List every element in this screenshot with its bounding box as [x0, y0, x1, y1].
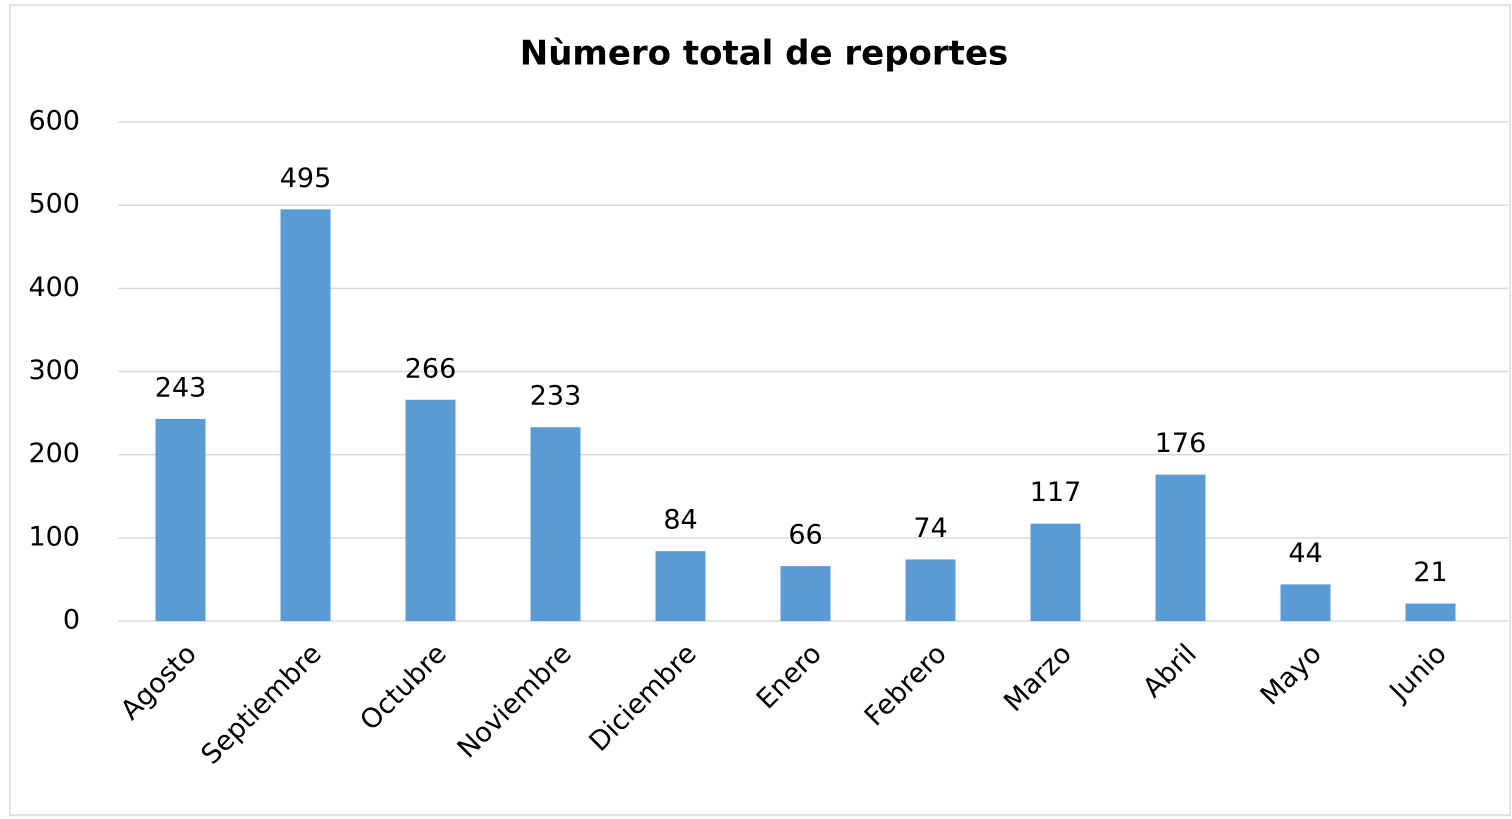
bar: [655, 551, 706, 621]
bar: [1030, 523, 1081, 621]
y-tick-label: 300: [28, 355, 80, 386]
data-label: 495: [280, 163, 332, 194]
y-tick-label: 500: [28, 189, 80, 220]
bar: [530, 427, 581, 621]
y-tick-label: 600: [28, 106, 80, 137]
data-label: 266: [405, 353, 457, 384]
data-label: 84: [663, 505, 697, 536]
data-label: 21: [1413, 557, 1447, 588]
data-label: 44: [1288, 538, 1322, 569]
bar: [905, 559, 956, 621]
data-label: 66: [788, 520, 822, 551]
bar: [1280, 584, 1331, 621]
bar: [1155, 474, 1206, 621]
chart-border: [9, 4, 1511, 816]
data-label: 117: [1030, 477, 1082, 508]
bar: [280, 209, 331, 621]
y-tick-label: 100: [28, 521, 80, 552]
data-label: 176: [1155, 428, 1207, 459]
data-label: 74: [913, 513, 947, 544]
y-tick-label: 200: [28, 438, 80, 469]
data-label: 243: [155, 372, 207, 403]
bar: [155, 418, 206, 621]
chart-title: Nùmero total de reportes: [520, 34, 1008, 74]
y-tick-label: 0: [63, 605, 80, 636]
bar: [405, 399, 456, 621]
y-tick-label: 400: [28, 272, 80, 303]
data-label: 233: [530, 381, 582, 412]
bar: [1405, 603, 1456, 621]
bar: [780, 566, 831, 621]
